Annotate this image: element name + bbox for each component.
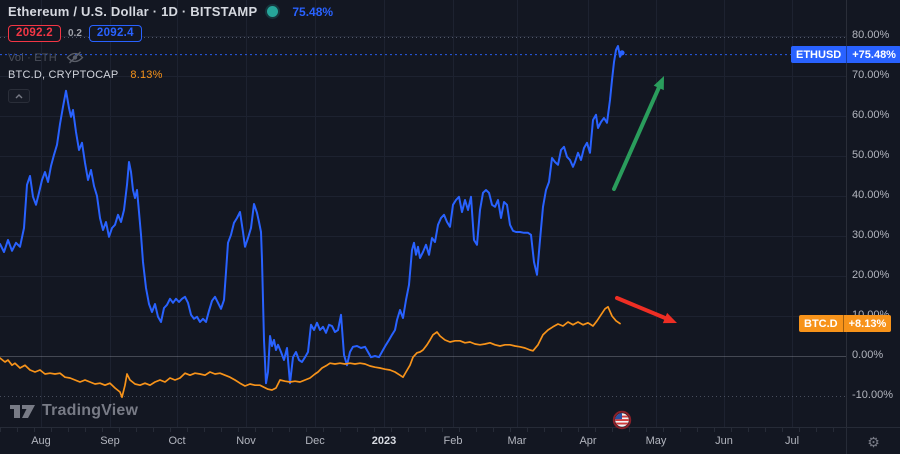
chevron-up-icon <box>15 93 23 98</box>
red-down-arrow[interactable] <box>615 296 677 324</box>
eye-off-icon[interactable] <box>66 51 84 64</box>
time-axis-label: Feb <box>443 435 463 447</box>
eth-price-tag: ETHUSD +75.48% <box>791 46 900 63</box>
collapse-legend-button[interactable] <box>8 89 30 103</box>
y-axis-label: 0.00% <box>852 349 884 361</box>
time-axis[interactable]: ⚙ Aug Sep Oct Nov Dec 2023 Feb Mar Apr May Jun Jul <box>0 427 900 454</box>
tradingview-watermark: TradingView <box>10 401 138 421</box>
eth-tag-symbol: ETHUSD <box>796 48 842 61</box>
btcd-tag-value: +8.13% <box>842 315 892 332</box>
y-axis-label: 70.00% <box>852 69 890 81</box>
y-axis-label: 30.00% <box>852 229 890 241</box>
gear-icon[interactable]: ⚙ <box>867 433 880 450</box>
axis-corner: ⚙ <box>846 428 900 454</box>
symbol-title[interactable]: Ethereum / U.S. Dollar · 1D · BITSTAMP <box>8 4 258 19</box>
eth-tag-value: +75.48% <box>846 46 900 63</box>
price-scale-axis[interactable]: 80.00% 70.00% 60.00% 50.00% 40.00% 30.00% 20.0… <box>846 0 900 427</box>
tradingview-logo-icon <box>10 405 35 418</box>
y-axis-label: 40.00% <box>852 189 890 201</box>
time-axis-label: May <box>645 435 667 447</box>
btcd-indicator-value: 8.13% <box>130 69 163 81</box>
y-axis-label: 60.00% <box>852 109 890 121</box>
time-axis-label: 2023 <box>371 435 397 447</box>
time-axis-label: Dec <box>305 435 325 447</box>
us-flag-event-icon[interactable] <box>612 410 632 435</box>
buy-price-button[interactable]: 2092.4 <box>88 25 142 42</box>
minor-ticks <box>0 428 846 432</box>
y-axis-label: -10.00% <box>852 389 893 401</box>
y-axis-label: 80.00% <box>852 29 890 41</box>
sell-price-button[interactable]: 2092.2 <box>8 25 61 42</box>
change-percent: 75.48% <box>292 4 334 19</box>
chart-legend: Ethereum / U.S. Dollar · 1D · BITSTAMP 7… <box>8 4 333 103</box>
time-axis-label: Jul <box>784 435 800 447</box>
y-axis-label: 20.00% <box>852 269 890 281</box>
market-status-dot[interactable] <box>267 6 279 17</box>
time-axis-label: Jun <box>715 435 733 447</box>
btcd-indicator-label[interactable]: BTC.D, CRYPTOCAP <box>8 69 119 81</box>
green-up-arrow[interactable] <box>612 76 664 191</box>
btcd-tag-symbol: BTC.D <box>804 317 838 330</box>
y-axis-label: 50.00% <box>852 149 890 161</box>
time-axis-label: Aug <box>31 435 51 447</box>
spread-value: 0.2 <box>67 28 82 39</box>
time-axis-label: Nov <box>236 435 256 447</box>
btcd-price-tag: BTC.D +8.13% <box>799 315 892 332</box>
time-axis-label: Oct <box>168 435 186 447</box>
time-axis-label: Mar <box>507 435 527 447</box>
time-axis-label: Sep <box>100 435 120 447</box>
watermark-text: TradingView <box>42 402 139 419</box>
volume-indicator-label[interactable]: Vol · ETH <box>8 51 57 64</box>
time-axis-label: Apr <box>579 435 597 447</box>
